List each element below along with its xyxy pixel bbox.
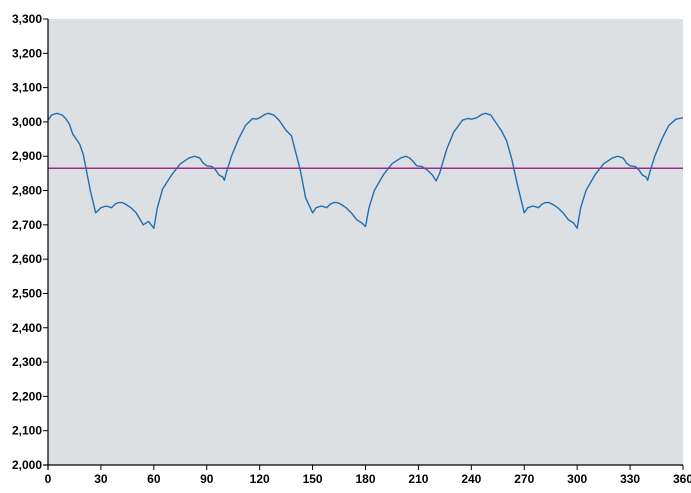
y-tick-label: 3,300 — [12, 12, 42, 26]
y-tick-label: 2,400 — [12, 321, 42, 335]
x-tick-label: 30 — [94, 472, 108, 486]
x-tick-label: 180 — [355, 472, 375, 486]
x-tick-label: 150 — [303, 472, 323, 486]
y-tick-label: 2,600 — [12, 252, 42, 266]
x-tick-label: 0 — [45, 472, 52, 486]
x-tick-label: 60 — [147, 472, 161, 486]
y-tick-label: 3,200 — [12, 46, 42, 60]
y-axis-ticks: 2,000 2,100 2,200 2,300 2,400 2,500 2,600 2,700… — [12, 12, 48, 472]
y-tick-label: 2,200 — [12, 389, 42, 403]
series-line-curve — [47, 112, 684, 229]
y-tick-label: 2,900 — [12, 149, 42, 163]
x-tick-label: 330 — [620, 472, 640, 486]
y-tick-label: 2,100 — [12, 424, 42, 438]
y-tick-label: 3,000 — [12, 115, 42, 129]
y-tick-label: 2,700 — [12, 218, 42, 232]
x-tick-label: 120 — [250, 472, 270, 486]
y-tick-label: 2,800 — [12, 184, 42, 198]
y-tick-label: 2,000 — [12, 458, 42, 472]
y-tick-label: 2,500 — [12, 286, 42, 300]
y-tick-label: 3,100 — [12, 81, 42, 95]
y-tick-label: 2,300 — [12, 355, 42, 369]
x-tick-label: 360 — [673, 472, 691, 486]
x-tick-label: 240 — [461, 472, 481, 486]
x-tick-label: 90 — [200, 472, 214, 486]
series-layer — [47, 112, 684, 229]
x-tick-label: 300 — [567, 472, 587, 486]
x-tick-label: 270 — [514, 472, 534, 486]
x-axis-ticks: 0 30 60 90 120 150 180 210 240 270 300 330 360 — [45, 465, 691, 486]
x-tick-label: 210 — [408, 472, 428, 486]
plot-area — [48, 19, 683, 465]
